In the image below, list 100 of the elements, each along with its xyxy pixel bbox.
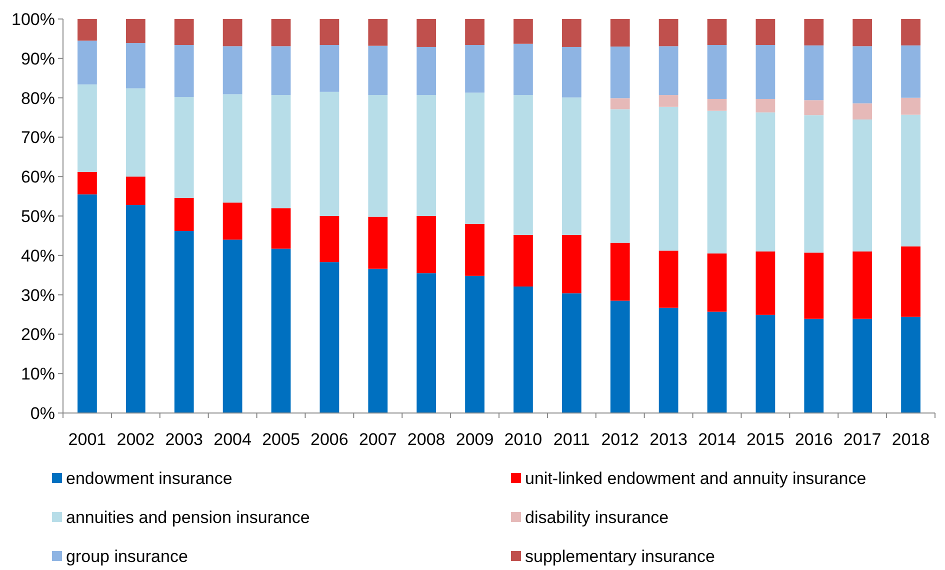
bar xyxy=(126,204,146,413)
bar xyxy=(901,114,920,246)
bar xyxy=(368,216,388,269)
bar xyxy=(610,98,630,110)
bar xyxy=(174,45,194,98)
y-tick-label: 90% xyxy=(20,49,55,68)
bar xyxy=(610,242,630,301)
x-tick-label: 2009 xyxy=(456,430,494,449)
bar xyxy=(852,19,872,46)
y-tick-label: 60% xyxy=(20,168,55,187)
x-tick-label: 2007 xyxy=(358,430,397,449)
bar xyxy=(756,45,776,99)
bar xyxy=(756,19,776,46)
bar xyxy=(368,19,388,46)
bar xyxy=(320,92,340,216)
bar xyxy=(78,40,97,84)
bar xyxy=(852,251,872,319)
bar xyxy=(222,19,242,46)
bar xyxy=(852,318,872,413)
bar xyxy=(78,19,97,41)
legend-label: group insurance xyxy=(66,546,188,566)
bar xyxy=(320,262,340,413)
x-tick-label: 2004 xyxy=(214,430,252,449)
bar xyxy=(174,230,194,413)
legend-label: annuities and pension insurance xyxy=(66,508,310,527)
x-tick-label: 2015 xyxy=(746,430,784,449)
x-tick-label: 2018 xyxy=(892,430,930,449)
bar xyxy=(271,208,291,249)
x-tick-label: 2012 xyxy=(601,430,640,449)
bar xyxy=(707,253,727,312)
bar xyxy=(222,46,242,94)
x-tick-label: 2016 xyxy=(794,430,833,449)
bar xyxy=(126,43,146,88)
bar xyxy=(78,194,97,413)
y-tick-label: 50% xyxy=(20,206,55,226)
bar xyxy=(658,95,678,107)
x-tick-label: 2010 xyxy=(504,430,542,449)
bar xyxy=(901,19,920,46)
bar xyxy=(658,308,678,413)
bar xyxy=(514,286,533,413)
y-tick-label: 40% xyxy=(20,246,55,266)
bar xyxy=(416,46,436,96)
bar xyxy=(562,97,582,235)
bar xyxy=(465,224,484,276)
bar xyxy=(610,19,630,47)
bar xyxy=(416,95,436,216)
legend-label: disability insurance xyxy=(525,508,669,527)
bar xyxy=(610,46,630,98)
bar xyxy=(901,45,920,98)
bar xyxy=(174,19,194,46)
bar xyxy=(804,19,824,46)
bar xyxy=(174,97,194,198)
bar xyxy=(271,19,291,46)
bar xyxy=(756,98,776,112)
y-tick-label: 10% xyxy=(20,364,55,384)
x-tick-label: 2013 xyxy=(650,430,688,449)
bar xyxy=(465,92,484,224)
y-tick-label: 0% xyxy=(30,404,55,423)
bar xyxy=(804,100,824,116)
bar xyxy=(465,276,484,413)
y-tick-label: 30% xyxy=(20,286,55,305)
bar xyxy=(465,45,484,93)
x-tick-label: 2017 xyxy=(843,430,882,449)
bar xyxy=(707,98,727,111)
y-tick-label: 70% xyxy=(20,128,55,148)
x-tick-label: 2006 xyxy=(310,430,348,449)
bar xyxy=(514,44,533,96)
bar xyxy=(416,273,436,413)
bar xyxy=(658,46,678,96)
x-tick-label: 2011 xyxy=(553,430,590,449)
x-tick-label: 2005 xyxy=(262,430,300,449)
bar xyxy=(707,312,727,413)
legend-label: unit-linked endowment and annuity insurance xyxy=(525,468,866,488)
x-tick-label: 2014 xyxy=(698,430,736,449)
bar xyxy=(610,109,630,243)
bar xyxy=(901,246,920,317)
bar xyxy=(368,95,388,217)
bar xyxy=(78,84,97,172)
bar xyxy=(271,248,291,413)
bar xyxy=(804,115,824,253)
bar xyxy=(416,216,436,274)
legend-label: supplementary insurance xyxy=(525,546,715,566)
bar xyxy=(658,106,678,251)
bar xyxy=(368,46,388,96)
bar xyxy=(271,95,291,208)
y-tick-label: 20% xyxy=(20,325,55,344)
bar xyxy=(562,234,582,294)
bar xyxy=(514,234,533,287)
bar xyxy=(610,300,630,413)
bar xyxy=(78,172,97,194)
bar xyxy=(658,19,678,46)
bar xyxy=(756,112,776,252)
bar xyxy=(465,19,484,46)
bar xyxy=(271,46,291,96)
x-tick-label: 2002 xyxy=(116,430,155,449)
y-tick-label: 100% xyxy=(12,10,55,29)
bar xyxy=(707,45,727,99)
bar xyxy=(756,314,776,413)
bar xyxy=(804,45,824,100)
bar xyxy=(804,318,824,413)
